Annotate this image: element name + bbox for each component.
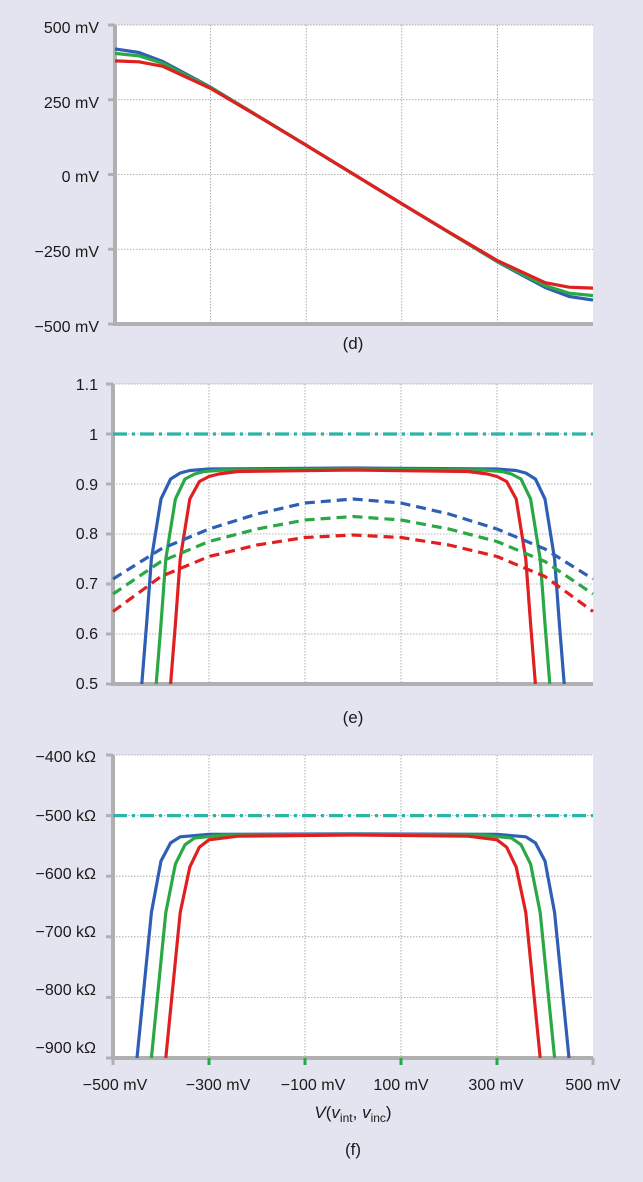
panel-e-ytick-label: 1 (89, 427, 98, 444)
panel-d-grid (108, 23, 593, 326)
panel-f-xtick-label: 100 mV (373, 1077, 428, 1094)
axis-title-close: ) (386, 1103, 392, 1122)
panel-e-ytick-label: 0.9 (76, 477, 98, 494)
panel-f: −400 kΩ −500 kΩ −600 kΩ −700 kΩ −800 kΩ … (36, 749, 621, 1159)
series-line-dashed (112, 497, 594, 581)
panel-f-ytick-label: −700 kΩ (36, 924, 96, 941)
panel-e-label: (e) (343, 708, 364, 727)
panel-e-ytick-label: 0.6 (76, 626, 98, 643)
panel-e-series (112, 432, 594, 685)
panel-f-x-axis-title: V(vint, vinc) (314, 1103, 391, 1125)
series-line-solid (114, 59, 594, 290)
plot-area (113, 755, 593, 1058)
panel-e-grid (106, 382, 593, 686)
panel-d-ytick-label: 250 mV (44, 95, 99, 112)
panel-f-ytick-label: −600 kΩ (36, 866, 96, 883)
panel-f-xtick-label: −100 mV (281, 1077, 346, 1094)
panel-f-series (113, 813, 593, 1059)
panel-f-xtick-label: 500 mV (565, 1077, 620, 1094)
panel-f-xtick-label: −500 mV (83, 1077, 148, 1094)
axis-title-sub2: inc (371, 1111, 386, 1125)
panel-f-grid (106, 753, 595, 1065)
series-line-dashed (112, 514, 594, 596)
panel-d-series (114, 47, 594, 302)
panel-e-ytick-label: 0.7 (76, 576, 98, 593)
axis-title-sep: , (353, 1103, 362, 1122)
panel-f-ytick-label: −400 kΩ (36, 749, 96, 766)
panel-f-ytick-label: −500 kΩ (36, 808, 96, 825)
series-line-solid (169, 468, 537, 685)
panel-f-label: (f) (345, 1140, 361, 1159)
panel-f-ytick-label: −800 kΩ (36, 982, 96, 999)
panel-f-xticks: −500 mV −300 mV −100 mV 100 mV 300 mV 50… (83, 1077, 621, 1094)
panel-e-yticks: 1.1 1 0.9 0.8 0.7 0.6 0.5 (76, 377, 98, 693)
panel-d-yticks: 500 mV 250 mV 0 mV −250 mV −500 mV (35, 20, 100, 336)
panel-e: 1.1 1 0.9 0.8 0.7 0.6 0.5 (e) (76, 377, 594, 727)
axis-title-open: ( (326, 1103, 332, 1122)
panel-f-xtick-label: 300 mV (468, 1077, 523, 1094)
panel-f-xtick-label: −300 mV (186, 1077, 251, 1094)
panel-d-ytick-label: −500 mV (35, 319, 100, 336)
panel-d-ytick-label: 500 mV (44, 20, 99, 37)
axis-title-v: V (314, 1103, 327, 1122)
axis-title-var2: v (362, 1103, 372, 1122)
panel-d: 500 mV 250 mV 0 mV −250 mV −500 mV (d) (35, 20, 594, 353)
panel-d-label: (d) (343, 334, 364, 353)
panel-e-ytick-label: 0.8 (76, 526, 98, 543)
panel-f-ytick-label: −900 kΩ (36, 1040, 96, 1057)
panel-d-ytick-label: −250 mV (35, 244, 100, 261)
panel-e-ytick-label: 0.5 (76, 676, 98, 693)
panel-e-ytick-label: 1.1 (76, 377, 98, 394)
panel-f-yticks: −400 kΩ −500 kΩ −600 kΩ −700 kΩ −800 kΩ … (36, 749, 96, 1057)
axis-title-var1: v (331, 1103, 341, 1122)
series-line-solid (164, 833, 542, 1059)
series-line-dashed (112, 533, 594, 613)
axis-title-sub1: int (340, 1111, 353, 1125)
panel-d-ytick-label: 0 mV (62, 169, 100, 186)
